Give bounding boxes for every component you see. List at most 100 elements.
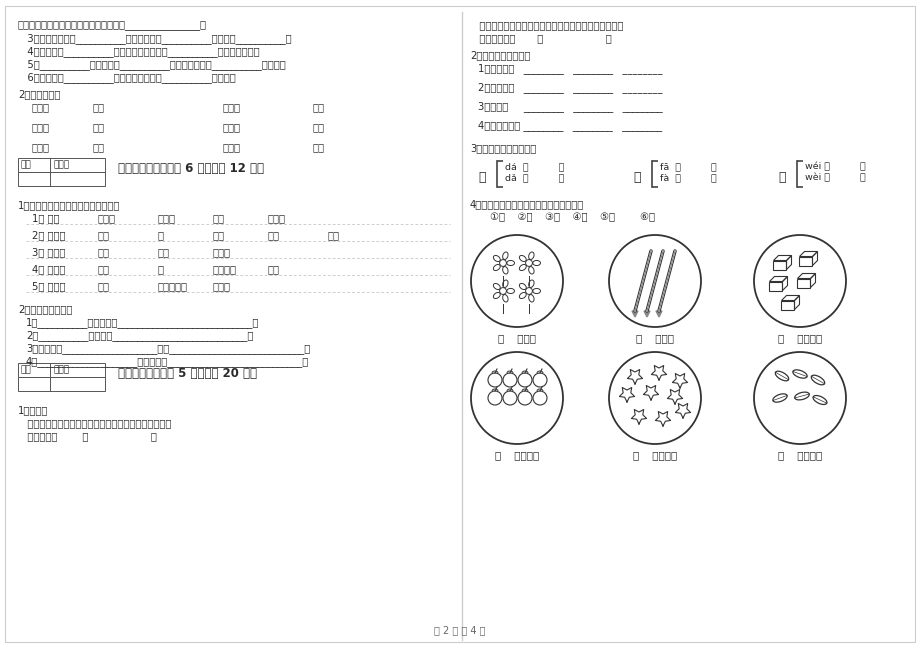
Text: ①四    ②六    ③八    ④七    ⑤五        ⑥三: ①四 ②六 ③八 ④七 ⑤五 ⑥三 — [490, 212, 654, 222]
Text: fā  （          ）: fā （ ） — [659, 162, 716, 171]
FancyBboxPatch shape — [18, 158, 105, 172]
Polygon shape — [630, 410, 646, 424]
Text: 树草: 树草 — [312, 102, 324, 112]
Polygon shape — [631, 311, 637, 317]
Text: （    ）个苹果: （ ）个苹果 — [494, 450, 539, 460]
Text: 青青的: 青青的 — [32, 142, 50, 152]
Text: （    ）片树叶: （ ）片树叶 — [777, 450, 822, 460]
Text: 桃子: 桃子 — [267, 264, 279, 274]
Text: （    ）颗星星: （ ）颗星星 — [632, 450, 676, 460]
Text: 2、把句子写完整。: 2、把句子写完整。 — [18, 304, 73, 314]
Text: 6、自己学会__________的本领，才能成为__________的狮子。: 6、自己学会__________的本领，才能成为__________的狮子。 — [18, 72, 235, 83]
Text: 2、照样子，写词语。: 2、照样子，写词语。 — [470, 50, 529, 60]
FancyBboxPatch shape — [18, 172, 105, 186]
Text: 羽毛: 羽毛 — [312, 122, 324, 132]
Polygon shape — [654, 411, 670, 426]
Text: （    ）枝笔: （ ）枝笔 — [635, 333, 674, 343]
Text: 2、 高高的: 2、 高高的 — [32, 230, 65, 240]
Text: 1、干干净净   ________   ________   ________: 1、干干净净 ________ ________ ________ — [478, 63, 662, 74]
Text: dá  （          ）: dá （ ） — [505, 162, 563, 171]
Text: 为: 为 — [777, 171, 785, 184]
Text: 1、 拱着: 1、 拱着 — [32, 213, 60, 223]
Text: 2、__________我高兴地___________________________。: 2、__________我高兴地________________________… — [26, 330, 253, 341]
Text: 4、我会数一数，选择填空。（只填序号）: 4、我会数一数，选择填空。（只填序号） — [470, 199, 584, 209]
Polygon shape — [672, 374, 686, 388]
Text: dǎ  （          ）: dǎ （ ） — [505, 173, 563, 182]
Text: 往回走: 往回走 — [98, 213, 116, 223]
Polygon shape — [642, 385, 658, 400]
Text: 评卷人: 评卷人 — [54, 365, 70, 374]
Text: 猜一人体器官       （                    ）: 猜一人体器官 （ ） — [470, 33, 611, 43]
Text: （    ）朵花: （ ）朵花 — [497, 333, 536, 343]
Text: 猜一种植物        （                    ）: 猜一种植物 （ ） — [18, 431, 157, 441]
FancyBboxPatch shape — [18, 377, 105, 391]
Text: 又大又红: 又大又红 — [213, 264, 237, 274]
Text: 评卷人: 评卷人 — [54, 160, 70, 169]
Polygon shape — [666, 389, 682, 404]
Text: 五颜六色的: 五颜六色的 — [158, 281, 187, 291]
Text: 小虾: 小虾 — [93, 142, 105, 152]
Text: 小鸟: 小鸟 — [312, 142, 324, 152]
Text: 荷叶下游来游去，捕起一朵朵很美很美的_______________。: 荷叶下游来游去，捕起一朵朵很美很美的_______________。 — [18, 20, 207, 30]
Polygon shape — [655, 311, 662, 317]
Text: 翠绿的: 翠绿的 — [222, 122, 241, 132]
Text: 住着: 住着 — [98, 247, 110, 257]
Text: 木瓜: 木瓜 — [98, 230, 110, 240]
Text: 4、 结满了: 4、 结满了 — [32, 264, 65, 274]
Text: 一位小姑娘，生在水中央，身穿粉红衫，坐在绿船上。: 一位小姑娘，生在水中央，身穿粉红衫，坐在绿船上。 — [18, 418, 171, 428]
Text: 雪白的: 雪白的 — [32, 122, 50, 132]
Text: 得分: 得分 — [21, 160, 32, 169]
Text: 许多: 许多 — [158, 247, 170, 257]
Text: 一个: 一个 — [213, 213, 225, 223]
Text: 3、我会给多音字组词。: 3、我会给多音字组词。 — [470, 143, 536, 153]
Text: 鲜花: 鲜花 — [98, 281, 110, 291]
Text: 掌进: 掌进 — [213, 230, 225, 240]
Text: 第 2 页 共 4 页: 第 2 页 共 4 页 — [434, 625, 485, 635]
Text: 从: 从 — [158, 230, 164, 240]
Text: fà  （          ）: fà （ ） — [659, 173, 716, 182]
Polygon shape — [643, 311, 650, 317]
Text: 2、词语连线。: 2、词语连线。 — [18, 89, 61, 99]
Text: 4、____________________小蟆蘑已经___________________________。: 4、____________________小蟆蘑已经_____________… — [26, 356, 309, 367]
Text: 1、重新排列词语，组成通顺的句子。: 1、重新排列词语，组成通顺的句子。 — [18, 200, 120, 210]
Text: 1、猜谜语: 1、猜谜语 — [18, 405, 49, 415]
Text: 草地上: 草地上 — [213, 281, 231, 291]
Text: 5、__________对非，长对__________，虚心对骄傲，__________对冷淡。: 5、__________对非，长对__________，虚心对骄傲，______… — [18, 59, 286, 70]
Text: 3、长长的     ________   ________   ________: 3、长长的 ________ ________ ________ — [478, 101, 662, 112]
Text: 的: 的 — [158, 264, 164, 274]
Text: 答: 答 — [478, 171, 485, 184]
Text: 1、__________太阳渐渐地___________________________。: 1、__________太阳渐渐地_______________________… — [26, 317, 259, 328]
Text: 3、 小动物: 3、 小动物 — [32, 247, 65, 257]
Text: wéi （          ）: wéi （ ） — [804, 162, 865, 171]
Text: 蓬松的: 蓬松的 — [222, 142, 241, 152]
Text: 4、我画了个__________的太阳，送给秋天。__________里，果子熟了。: 4、我画了个__________的太阳，送给秋天。__________里，果子熟… — [18, 46, 259, 57]
Text: 3、春眠不觉晓，__________闻啌鸟。夜来__________，花落知__________。: 3、春眠不觉晓，__________闻啌鸟。夜来__________，花落知__… — [18, 33, 291, 44]
Text: 湖里: 湖里 — [328, 230, 340, 240]
Text: 贝壳: 贝壳 — [93, 102, 105, 112]
Text: 轻轻的: 轻轻的 — [32, 102, 50, 112]
Text: 得分: 得分 — [21, 365, 32, 374]
Text: wèi （          ）: wèi （ ） — [804, 173, 865, 182]
Text: 树上: 树上 — [267, 230, 279, 240]
Polygon shape — [651, 365, 666, 380]
Polygon shape — [675, 404, 690, 418]
Text: 六、综合题（每题 5 分，共计 20 分）: 六、综合题（每题 5 分，共计 20 分） — [118, 367, 256, 380]
Text: 步子: 步子 — [93, 122, 105, 132]
Text: 树上: 树上 — [98, 264, 110, 274]
Text: 河岸边: 河岸边 — [213, 247, 231, 257]
Text: 2、飞来飞去   ________   ________   ________: 2、飞来飞去 ________ ________ ________ — [478, 82, 662, 93]
Text: 五、补充句子（每题 6 分，共计 12 分）: 五、补充句子（每题 6 分，共计 12 分） — [118, 162, 264, 175]
FancyBboxPatch shape — [18, 363, 105, 377]
Text: 大西瓜: 大西瓜 — [267, 213, 286, 223]
Polygon shape — [627, 370, 641, 384]
Text: 一个在左边，一个在右边，声音都听见，到老不相见。: 一个在左边，一个在右边，声音都听见，到老不相见。 — [470, 20, 623, 30]
Text: 5、 盛开着: 5、 盛开着 — [32, 281, 65, 291]
Text: 发: 发 — [632, 171, 640, 184]
Text: （    ）块橡皮: （ ）块橡皮 — [777, 333, 822, 343]
Text: 4、一个又一个 ________   ________   ________: 4、一个又一个 ________ ________ ________ — [478, 120, 662, 131]
Polygon shape — [618, 387, 634, 402]
Text: 小兔子: 小兔子 — [158, 213, 176, 223]
FancyBboxPatch shape — [5, 6, 914, 642]
Text: 机灵的: 机灵的 — [222, 102, 241, 112]
Text: 3、小红一边___________________一边___________________________。: 3、小红一边___________________一边_____________… — [26, 343, 310, 354]
